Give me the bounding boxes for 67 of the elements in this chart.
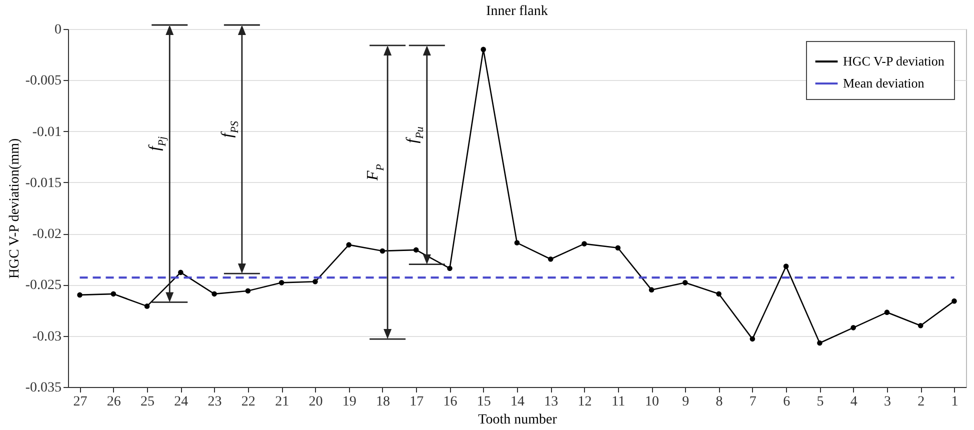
point <box>548 256 554 262</box>
y-tick-label: -0.025 <box>25 278 62 294</box>
point <box>278 280 284 286</box>
x-tick-label: 9 <box>682 394 690 410</box>
y-tick-label: -0.03 <box>32 329 62 344</box>
x-tick-label: 19 <box>342 394 356 410</box>
x-tick-label: 2 <box>918 394 925 410</box>
x-tick-label: 3 <box>884 394 891 410</box>
x-tick-label: 4 <box>850 394 858 410</box>
point <box>514 240 520 246</box>
point <box>918 322 924 328</box>
point <box>413 247 419 253</box>
point <box>447 266 452 271</box>
point <box>582 241 587 246</box>
x-tick-label: 24 <box>174 394 188 410</box>
point <box>716 291 722 297</box>
point <box>110 291 116 297</box>
point <box>245 288 251 294</box>
point <box>850 325 856 330</box>
y-tick-label: 0 <box>54 22 62 38</box>
point <box>817 340 822 346</box>
chart-title: Inner flank <box>486 4 548 19</box>
point <box>952 298 957 304</box>
x-tick-label: 21 <box>275 394 290 410</box>
y-tick-label: -0.005 <box>25 74 62 89</box>
point <box>615 245 621 251</box>
x-tick-label: 20 <box>308 394 323 410</box>
x-tick-label: 27 <box>73 394 88 410</box>
point <box>682 280 688 286</box>
x-tick-label: 1 <box>951 394 958 410</box>
y-tick-label: -0.015 <box>25 176 62 191</box>
y-axis-title: HGC V-P deviation(mm) <box>7 138 22 279</box>
x-tick-label: 15 <box>476 394 491 410</box>
point <box>480 46 486 52</box>
point <box>144 304 150 309</box>
x-tick-label: 6 <box>783 394 790 410</box>
x-axis-title: Tooth number <box>478 412 558 428</box>
x-tick-label: 12 <box>578 394 592 410</box>
legend-label: Mean deviation <box>843 76 925 90</box>
x-tick-label: 7 <box>749 394 756 410</box>
point <box>380 248 386 254</box>
point <box>648 287 654 292</box>
point <box>750 336 756 342</box>
x-tick-label: 26 <box>106 394 121 410</box>
x-tick-label: 8 <box>716 394 723 410</box>
x-tick-label: 23 <box>208 394 222 410</box>
x-tick-label: 18 <box>376 394 390 410</box>
point <box>212 291 217 297</box>
point <box>884 310 890 315</box>
x-tick-label: 17 <box>410 394 424 410</box>
point <box>178 270 184 276</box>
point <box>346 242 352 248</box>
x-tick-label: 22 <box>241 394 256 410</box>
point <box>312 279 318 284</box>
point <box>783 264 789 269</box>
x-tick-label: 5 <box>816 394 824 410</box>
x-tick-label: 25 <box>140 394 155 410</box>
legend-label: HGC V-P deviation <box>843 54 945 68</box>
x-tick-label: 10 <box>645 394 660 410</box>
x-tick-label: 13 <box>544 394 558 410</box>
y-tick-label: -0.02 <box>32 227 62 242</box>
x-tick-label: 11 <box>612 394 626 410</box>
y-tick-label: -0.035 <box>25 380 62 396</box>
y-tick-label: -0.01 <box>32 124 62 140</box>
x-tick-label: 14 <box>510 394 524 410</box>
point <box>77 292 82 298</box>
x-tick-label: 16 <box>443 394 458 410</box>
